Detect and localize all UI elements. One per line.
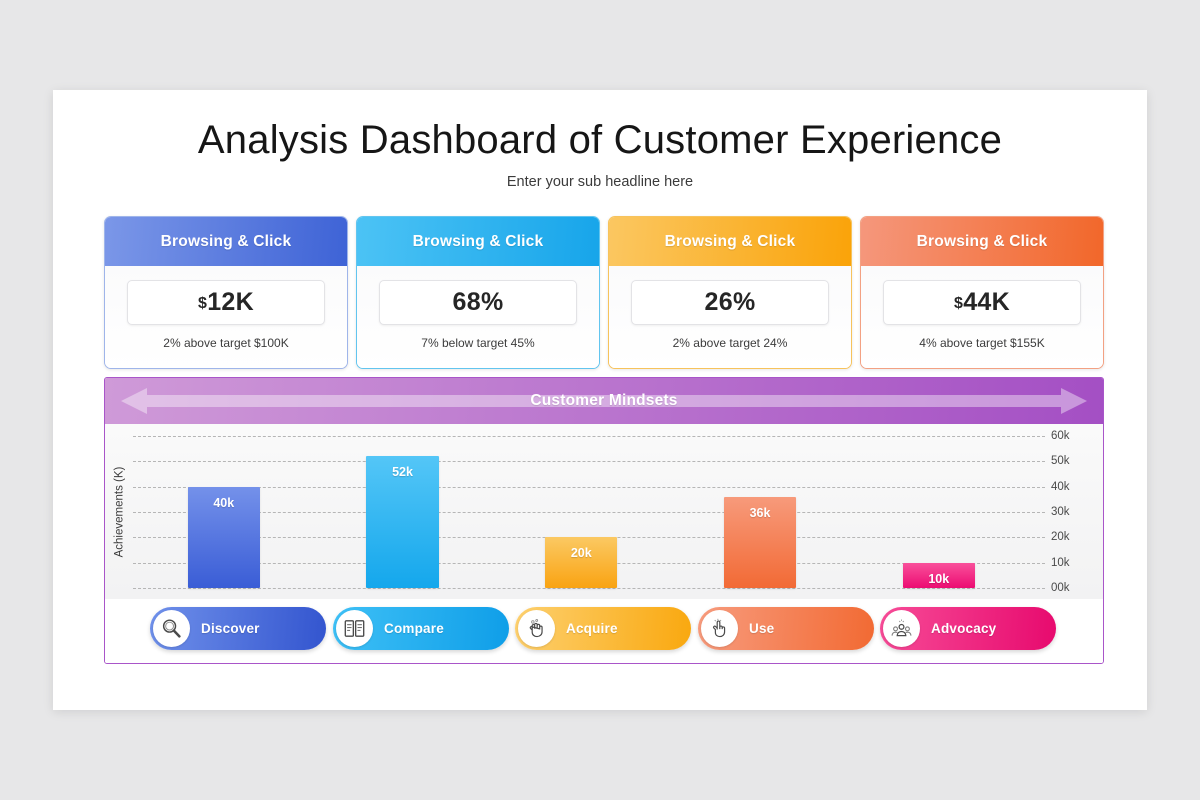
kpi-card-4-heading: Browsing & Click bbox=[861, 217, 1103, 266]
y-axis-tick-label: 60k bbox=[1051, 430, 1070, 442]
gridline bbox=[133, 588, 1045, 589]
chart-legend: Discover Compare Acquire Use Advocacy bbox=[105, 599, 1103, 663]
legend-pill-use[interactable]: Use bbox=[698, 607, 874, 650]
y-axis-tick-label: 40k bbox=[1051, 480, 1070, 493]
kpi-card-1-value-box: $12K bbox=[127, 280, 325, 325]
hand-tap-icon bbox=[701, 610, 738, 647]
kpi-card-4-value: $44K bbox=[954, 288, 1010, 317]
people-group-icon bbox=[883, 610, 920, 647]
kpi-card-1-body: $12K 2% above target $100K bbox=[105, 266, 347, 368]
legend-pill-acquire[interactable]: Acquire bbox=[515, 607, 691, 650]
bar-discover[interactable]: 40k bbox=[187, 486, 260, 588]
kpi-card-4-currency: $ bbox=[954, 295, 964, 312]
y-axis-title: Achievements (K) bbox=[109, 424, 129, 599]
kpi-card-3-body: 26% 2% above target 24% bbox=[609, 266, 851, 368]
customer-mindsets-banner: Customer Mindsets bbox=[105, 378, 1103, 424]
chart-bars: 40k 52k 20k 36k 10k bbox=[133, 424, 1045, 599]
double-arrow-icon bbox=[121, 388, 1087, 414]
kpi-card-2-value: 68% bbox=[453, 288, 504, 317]
bar-advocacy[interactable]: 10k bbox=[902, 562, 975, 588]
legend-pill-label: Use bbox=[749, 621, 775, 636]
y-axis-tick-label: 10k bbox=[1051, 556, 1070, 569]
kpi-card-3-number: 26% bbox=[704, 288, 756, 316]
kpi-card-1-note: 2% above target $100K bbox=[163, 336, 289, 350]
kpi-card-3-note: 2% above target 24% bbox=[672, 336, 788, 350]
bar-value-label: 10k bbox=[928, 571, 950, 586]
kpi-card-4[interactable]: Browsing & Click $44K 4% above target $1… bbox=[860, 216, 1104, 369]
page-title: Analysis Dashboard of Customer Experienc… bbox=[197, 118, 1003, 162]
kpi-card-1-heading: Browsing & Click bbox=[105, 217, 347, 266]
kpi-card-2-value-box: 68% bbox=[379, 280, 577, 325]
banner-label: Customer Mindsets bbox=[530, 392, 678, 409]
legend-pill-label: Advocacy bbox=[931, 621, 997, 636]
gridline bbox=[133, 461, 1045, 463]
legend-pill-advocacy[interactable]: Advocacy bbox=[880, 607, 1056, 650]
bar-value-label: 52k bbox=[392, 465, 413, 480]
kpi-card-4-value-box: $44K bbox=[883, 280, 1081, 325]
y-axis-title-text: Achievements (K) bbox=[113, 466, 126, 557]
y-axis-tick-label: 30k bbox=[1051, 506, 1070, 518]
kpi-card-3-heading: Browsing & Click bbox=[609, 217, 851, 266]
kpi-card-3[interactable]: Browsing & Click 26% 2% above target 24% bbox=[608, 216, 852, 369]
chart-panel: Customer Mindsets Achievements (K) 60k 50… bbox=[104, 377, 1104, 664]
kpi-card-4-body: $44K 4% above target $155K bbox=[861, 266, 1103, 368]
kpi-card-4-number: 44K bbox=[963, 288, 1010, 316]
magnifier-icon bbox=[153, 610, 190, 647]
legend-pill-label: Discover bbox=[201, 621, 260, 636]
kpi-card-1-value: $12K bbox=[198, 288, 254, 317]
gridline bbox=[133, 486, 1045, 488]
kpi-card-2-number: 68% bbox=[452, 288, 504, 316]
bar-value-label: 36k bbox=[749, 505, 771, 520]
gridline bbox=[133, 512, 1045, 513]
kpi-card-2-note: 7% below target 45% bbox=[421, 336, 535, 350]
y-axis-tick-label: 00k bbox=[1051, 582, 1070, 594]
kpi-card-row: Browsing & Click $12K 2% above target $1… bbox=[104, 216, 1104, 369]
kpi-card-1-number: 12K bbox=[207, 288, 254, 316]
kpi-card-4-note: 4% above target $155K bbox=[919, 336, 1045, 350]
bar-value-label: 40k bbox=[213, 495, 235, 510]
bar-compare[interactable]: 52k bbox=[366, 456, 439, 588]
compare-documents-icon bbox=[336, 610, 373, 647]
legend-pill-label: Acquire bbox=[566, 621, 618, 636]
legend-pill-label: Compare bbox=[384, 621, 444, 636]
kpi-card-2[interactable]: Browsing & Click 68% 7% below target 45% bbox=[356, 216, 600, 369]
page-subtitle: Enter your sub headline here bbox=[506, 174, 694, 190]
slide-canvas: Analysis Dashboard of Customer Experienc… bbox=[53, 90, 1147, 710]
kpi-card-3-value: 26% bbox=[705, 288, 756, 317]
bar-use[interactable]: 36k bbox=[723, 496, 797, 588]
kpi-card-2-body: 68% 7% below target 45% bbox=[357, 266, 599, 368]
legend-pill-compare[interactable]: Compare bbox=[333, 607, 509, 650]
bar-acquire[interactable]: 20k bbox=[545, 537, 618, 588]
kpi-card-2-heading: Browsing & Click bbox=[357, 217, 599, 266]
y-axis-tick-label: 50k bbox=[1051, 455, 1070, 468]
hand-grab-icon bbox=[518, 610, 555, 647]
kpi-card-1-currency: $ bbox=[198, 295, 208, 312]
kpi-card-3-value-box: 26% bbox=[631, 280, 829, 325]
bar-value-label: 20k bbox=[570, 546, 592, 561]
bar-chart-plot: Achievements (K) 60k 50k 40k 30k 20k 10k 00k 4… bbox=[105, 424, 1103, 599]
y-axis-tick-label: 20k bbox=[1051, 531, 1070, 544]
kpi-card-1[interactable]: Browsing & Click $12K 2% above target $1… bbox=[104, 216, 348, 369]
gridline bbox=[133, 436, 1045, 437]
legend-pill-discover[interactable]: Discover bbox=[150, 607, 326, 650]
